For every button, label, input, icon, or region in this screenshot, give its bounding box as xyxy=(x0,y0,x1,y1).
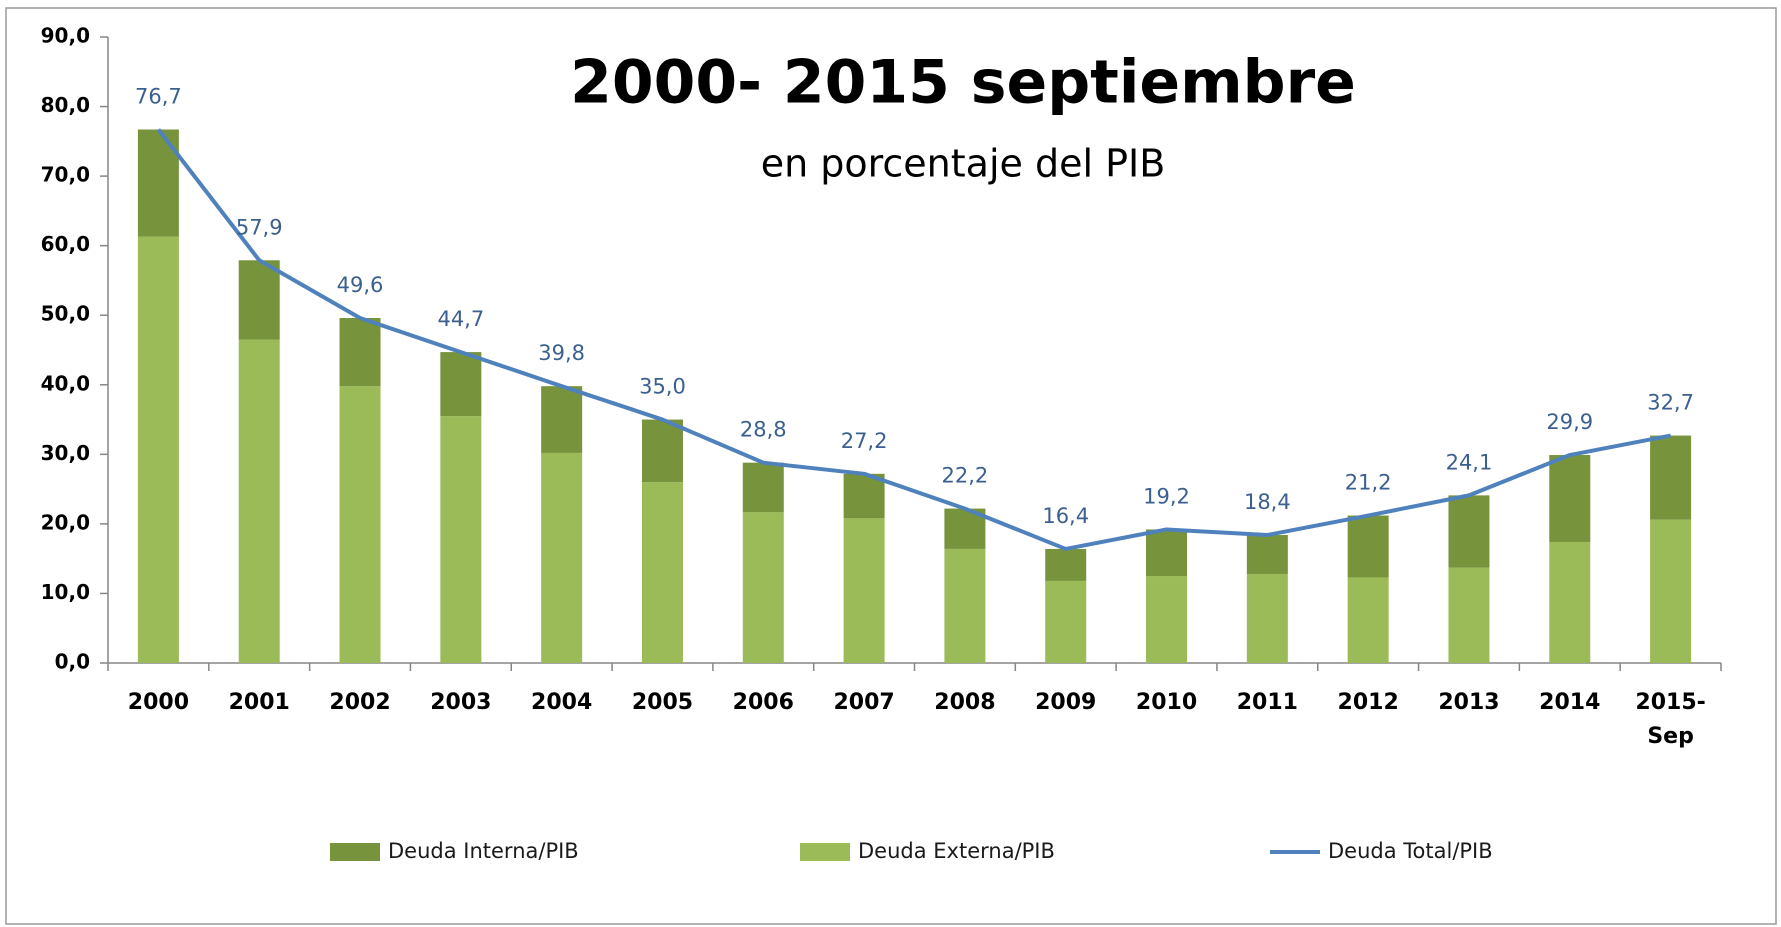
bar xyxy=(1347,577,1389,663)
chart-subtitle: en porcentaje del PIB xyxy=(761,142,1166,186)
x-tick-label: 2013 xyxy=(1438,690,1500,715)
data-label: 22,2 xyxy=(942,464,989,488)
bar xyxy=(843,518,885,663)
y-tick-label: 70,0 xyxy=(41,163,90,187)
y-tick-label: 20,0 xyxy=(41,510,90,534)
y-tick-label: 90,0 xyxy=(41,24,90,48)
bar xyxy=(1146,529,1188,577)
legend-label: Deuda Total/PIB xyxy=(1328,839,1493,863)
x-tick-label: 2009 xyxy=(1035,690,1097,715)
data-label: 35,0 xyxy=(639,375,686,399)
bar xyxy=(1448,495,1490,568)
bar xyxy=(1045,580,1087,663)
data-label: 49,6 xyxy=(337,273,384,297)
legend-label: Deuda Externa/PIB xyxy=(858,839,1055,863)
data-label: 39,8 xyxy=(538,341,585,365)
legend-label: Deuda Interna/PIB xyxy=(388,839,579,863)
legend-swatch xyxy=(800,843,850,861)
bar xyxy=(1146,576,1188,663)
y-tick-label: 30,0 xyxy=(41,441,90,465)
data-label: 28,8 xyxy=(740,418,787,442)
x-tick-label: 2011 xyxy=(1236,690,1298,715)
data-label: 29,9 xyxy=(1546,410,1593,434)
y-tick-label: 60,0 xyxy=(41,232,90,256)
bar xyxy=(238,260,280,340)
bar xyxy=(641,419,683,483)
data-label: 32,7 xyxy=(1647,391,1694,415)
bar xyxy=(541,452,583,663)
x-tick-label: 2006 xyxy=(732,690,794,715)
bar xyxy=(1246,573,1288,663)
x-tick-label: 2000 xyxy=(127,690,190,715)
data-label: 57,9 xyxy=(236,215,283,239)
frame xyxy=(5,7,1777,925)
bar xyxy=(843,473,885,519)
bar xyxy=(1045,548,1087,581)
x-tick-label: 2008 xyxy=(934,690,996,715)
y-tick-label: 40,0 xyxy=(41,371,90,395)
data-label: 16,4 xyxy=(1042,504,1089,528)
bar xyxy=(440,352,482,417)
bar xyxy=(742,512,784,663)
bar xyxy=(440,416,482,663)
x-tick-label: 2012 xyxy=(1337,690,1399,715)
bar xyxy=(1347,515,1389,578)
data-label: 21,2 xyxy=(1345,471,1392,495)
bar xyxy=(137,236,179,663)
bar xyxy=(1650,519,1692,663)
x-tick-label: 2007 xyxy=(833,690,895,715)
bar xyxy=(238,339,280,663)
x-tick-label: 2015-Sep xyxy=(1635,690,1706,749)
x-tick-label: 2010 xyxy=(1135,690,1198,715)
x-tick-label: 2001 xyxy=(228,690,290,715)
bar xyxy=(742,462,784,513)
x-tick-label: 2005 xyxy=(631,690,694,715)
x-tick-label: 2004 xyxy=(531,690,593,715)
bar xyxy=(641,482,683,663)
bar xyxy=(1246,535,1288,574)
y-tick-label: 0,0 xyxy=(55,650,90,674)
x-tick-label: 2014 xyxy=(1539,690,1601,715)
data-label: 24,1 xyxy=(1446,450,1493,474)
chart-title: 2000- 2015 septiembre xyxy=(570,48,1356,118)
y-tick-label: 80,0 xyxy=(41,93,90,117)
data-label: 19,2 xyxy=(1143,484,1190,508)
y-tick-label: 10,0 xyxy=(41,580,90,604)
bar xyxy=(1448,567,1490,663)
legend-swatch xyxy=(330,843,380,861)
bar xyxy=(339,386,381,663)
x-tick-label: 2002 xyxy=(329,690,391,715)
data-label: 18,4 xyxy=(1244,490,1291,514)
data-label: 76,7 xyxy=(135,85,182,109)
bar xyxy=(1549,541,1591,663)
bar xyxy=(541,386,583,453)
bar xyxy=(1549,455,1591,542)
bar xyxy=(339,318,381,387)
data-label: 27,2 xyxy=(841,429,888,453)
x-tick-label: 2003 xyxy=(430,690,492,715)
line xyxy=(156,128,1671,551)
data-label: 44,7 xyxy=(437,307,484,331)
bar xyxy=(1650,435,1692,520)
bar xyxy=(944,548,986,663)
y-tick-label: 50,0 xyxy=(41,302,90,326)
